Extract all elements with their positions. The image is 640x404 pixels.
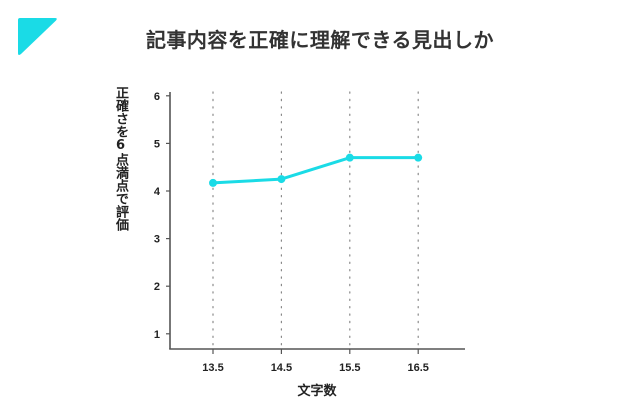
y-tick-label: 3 xyxy=(154,234,160,246)
data-point xyxy=(277,175,286,184)
y-tick-label: 6 xyxy=(154,91,160,103)
y-tick-label: 4 xyxy=(154,186,161,198)
data-point xyxy=(345,153,354,162)
corner-triangle-icon xyxy=(18,18,57,56)
y-axis-label: 正確さを6点満点で評価 xyxy=(113,86,128,231)
series-line xyxy=(211,156,420,185)
x-tick-label: 14.5 xyxy=(271,362,292,374)
y-tick-label: 5 xyxy=(154,138,160,150)
data-point xyxy=(209,178,217,187)
chart-title: 記事内容を正確に理解できる見出しか xyxy=(145,28,495,52)
x-axis-label: 文字数 xyxy=(297,384,337,399)
y-tick-label: 1 xyxy=(154,329,160,341)
y-tick-label: 2 xyxy=(154,281,160,293)
x-tick-label: 15.5 xyxy=(339,362,360,374)
data-point xyxy=(414,153,423,162)
x-tick-label: 13.5 xyxy=(202,362,223,374)
x-tick-label: 16.5 xyxy=(407,362,428,374)
